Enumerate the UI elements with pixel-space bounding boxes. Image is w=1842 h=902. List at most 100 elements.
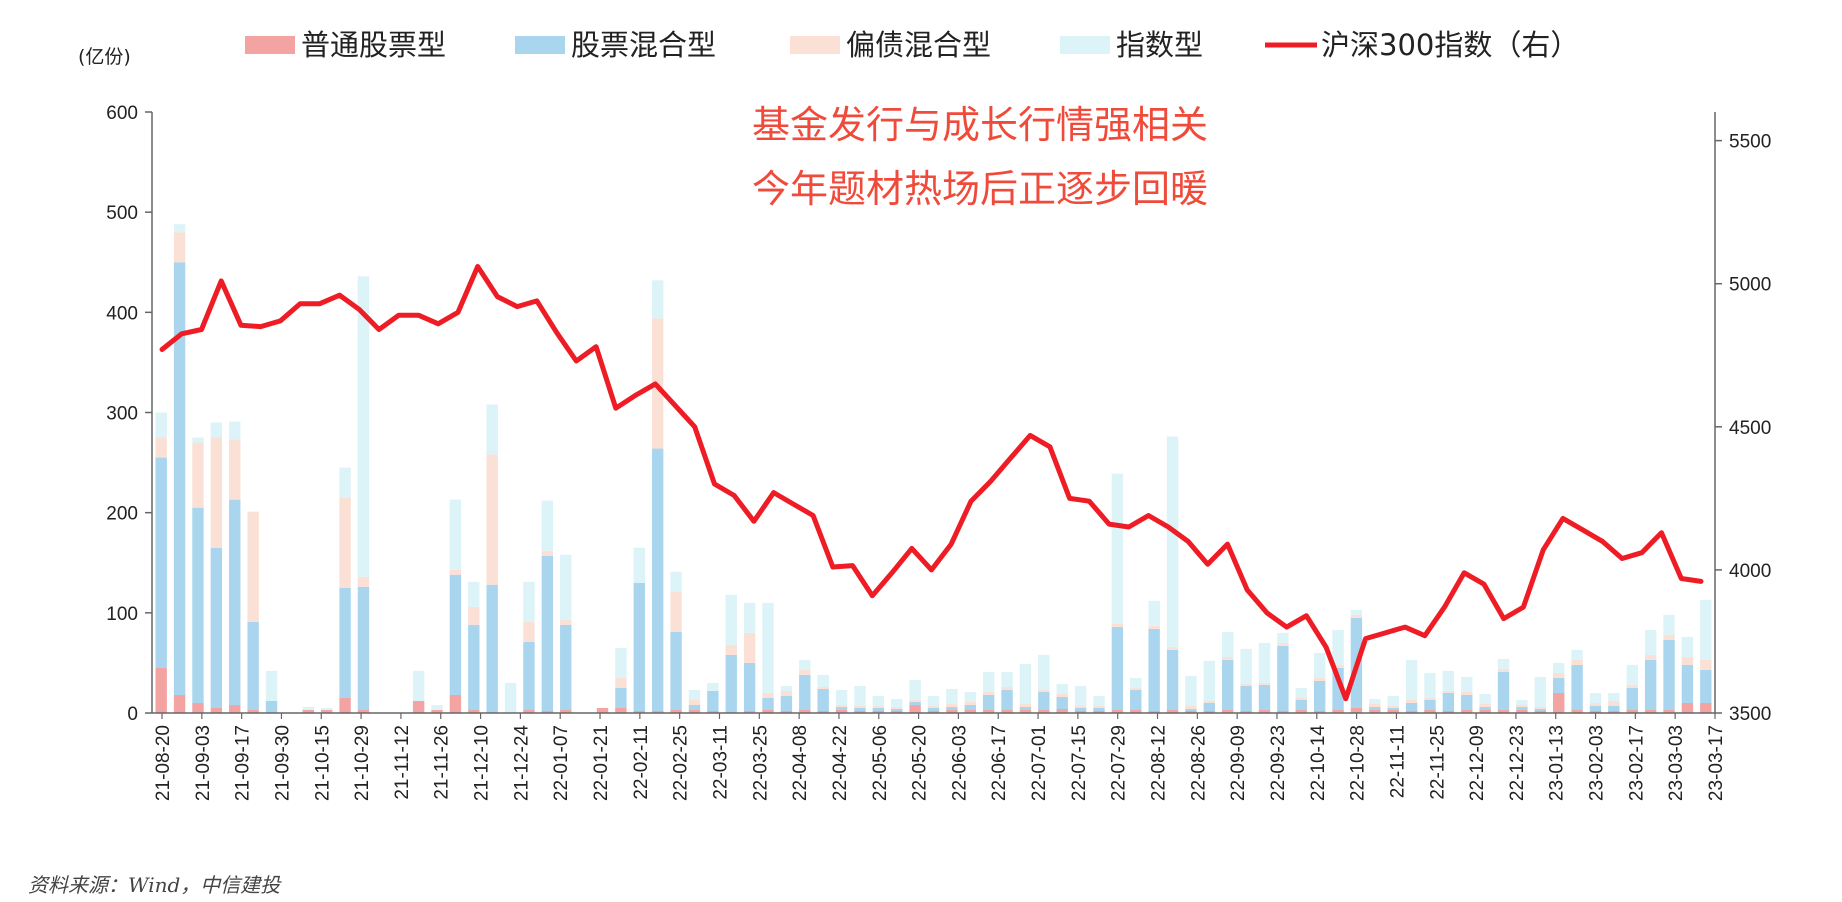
x-tick-label: 22-09-23 (1268, 725, 1289, 801)
bar-segment-s3-22 (560, 554, 572, 620)
bar-segment-s3-70 (1442, 670, 1455, 691)
x-tick-label: 23-01-13 (1547, 725, 1568, 801)
bar-segment-s3-20 (523, 581, 535, 622)
bar-segment-s2-72 (1479, 703, 1491, 707)
bar-segment-s1-72 (1479, 706, 1491, 710)
bar-segment-s1-18 (486, 584, 498, 713)
bar-segment-s1-58 (1222, 659, 1234, 710)
bar-segment-s0-72 (1479, 709, 1491, 713)
bar-segment-s3-21 (541, 500, 554, 551)
bar-segment-s0-3 (210, 707, 223, 713)
bar-segment-s2-36 (817, 686, 829, 689)
bar-segment-s2-58 (1222, 656, 1234, 660)
x-tick-label: 22-02-25 (671, 725, 692, 801)
bar-segment-s2-81 (1644, 654, 1657, 660)
bar-segment-s1-5 (247, 621, 259, 710)
bar-segment-s0-68 (1405, 710, 1418, 713)
bar-segment-s3-84 (1700, 599, 1712, 660)
bar-segment-s0-54 (1148, 710, 1160, 713)
bar-segment-s0-1 (173, 694, 186, 713)
bar-segment-s1-59 (1240, 685, 1252, 711)
bar-segment-s2-34 (780, 690, 793, 696)
bar-segment-s1-16 (449, 574, 462, 695)
bar-segment-s3-83 (1681, 636, 1694, 657)
bar-segment-s1-76 (1552, 677, 1565, 693)
bar-segment-s3-41 (909, 679, 921, 700)
y-tick-label: 400 (106, 303, 138, 324)
bar-segment-s3-35 (799, 659, 811, 670)
bar-segment-s0-58 (1222, 709, 1234, 713)
legend-item-2: 偏债混合型 (790, 28, 991, 62)
x-tick-label: 22-10-14 (1308, 725, 1329, 801)
bar-segment-s2-35 (799, 669, 811, 675)
bar-segment-s3-42 (927, 695, 940, 706)
bar-segment-s3-29 (688, 689, 701, 700)
bar-segment-s3-38 (854, 685, 866, 706)
bar-segment-s0-27 (651, 710, 664, 713)
bar-segment-s2-47 (1019, 703, 1032, 707)
bar-segment-s0-82 (1663, 709, 1675, 713)
bar-segment-s2-83 (1681, 656, 1694, 665)
x-tick-label: 21-12-10 (472, 725, 493, 801)
bar-segment-s1-35 (799, 674, 811, 710)
bar-segment-s2-73 (1497, 668, 1510, 672)
bar-segment-s1-74 (1516, 706, 1528, 710)
legend-label-1: 股票混合型 (571, 28, 716, 62)
bar-segment-s2-78 (1589, 702, 1602, 706)
bar-segment-s0-73 (1497, 709, 1510, 713)
bar-segment-s2-2 (192, 442, 204, 508)
bar-segment-s1-21 (541, 555, 554, 711)
bar-segment-s3-52 (1111, 473, 1124, 624)
x-tick-label: 22-01-21 (591, 725, 612, 801)
bar-segment-s0-25 (615, 707, 627, 713)
bar-segment-s0-21 (541, 710, 554, 713)
bar-segment-s3-37 (835, 689, 848, 705)
bar-segment-s1-82 (1663, 639, 1675, 710)
bar-segment-s1-31 (725, 654, 737, 713)
bar-segment-s3-25 (615, 647, 627, 678)
x-tick-label: 22-08-26 (1188, 725, 1209, 801)
bar-segment-s0-33 (762, 709, 774, 713)
bar-segment-s0-4 (229, 704, 241, 713)
y2-tick-label: 5500 (1729, 132, 1771, 153)
x-tick-label: 22-07-01 (1029, 725, 1050, 801)
bar-segment-s1-71 (1461, 694, 1473, 710)
bar-segment-s2-25 (615, 677, 627, 688)
bar-segment-s2-84 (1700, 659, 1712, 670)
source-note: 资料来源：Wind，中信建投 (28, 873, 282, 897)
bar-segment-s0-2 (192, 702, 204, 713)
bar-segment-s2-41 (909, 699, 921, 702)
y2-tick-label: 4000 (1729, 561, 1771, 582)
x-tick-label: 22-10-28 (1348, 725, 1369, 801)
bar-segment-s3-69 (1424, 672, 1436, 698)
bar-segment-s0-53 (1130, 709, 1142, 713)
bar-segment-s2-18 (486, 454, 498, 585)
x-tick-label: 21-11-26 (432, 725, 453, 800)
bar-segment-s3-33 (762, 602, 774, 693)
bar-segment-s1-66 (1369, 706, 1381, 710)
legend: 普通股票型 股票混合型 偏债混合型 指数型 沪深300指数（右） (245, 28, 1579, 62)
bar-segment-s1-80 (1626, 687, 1638, 710)
x-tick-label: 22-03-11 (710, 725, 731, 800)
bar-segment-s0-67 (1387, 709, 1399, 713)
x-tick-label: 21-12-24 (511, 725, 532, 801)
bar-segment-s3-61 (1277, 632, 1289, 643)
bar-segment-s2-44 (964, 701, 976, 705)
bar-segment-s0-78 (1589, 710, 1602, 713)
bar-segment-s1-55 (1166, 649, 1179, 710)
bar-segment-s1-3 (210, 547, 223, 708)
bar-segment-s3-74 (1516, 699, 1528, 705)
bar-segment-s1-38 (854, 707, 866, 711)
bar-segment-s2-48 (1038, 689, 1050, 692)
bar-segment-s1-84 (1700, 669, 1712, 703)
bar-segment-s1-27 (651, 448, 664, 711)
bar-segment-s0-71 (1461, 709, 1473, 713)
bar-segment-s3-48 (1038, 654, 1050, 690)
bar-segment-s3-50 (1074, 685, 1087, 706)
y-tick-label: 100 (106, 604, 138, 625)
bar-segment-s2-29 (688, 699, 701, 705)
bar-segment-s2-74 (1516, 704, 1528, 707)
bar-segment-s1-25 (615, 687, 627, 708)
bar-segment-s3-1 (173, 224, 186, 233)
bar-segment-s1-48 (1038, 691, 1050, 710)
